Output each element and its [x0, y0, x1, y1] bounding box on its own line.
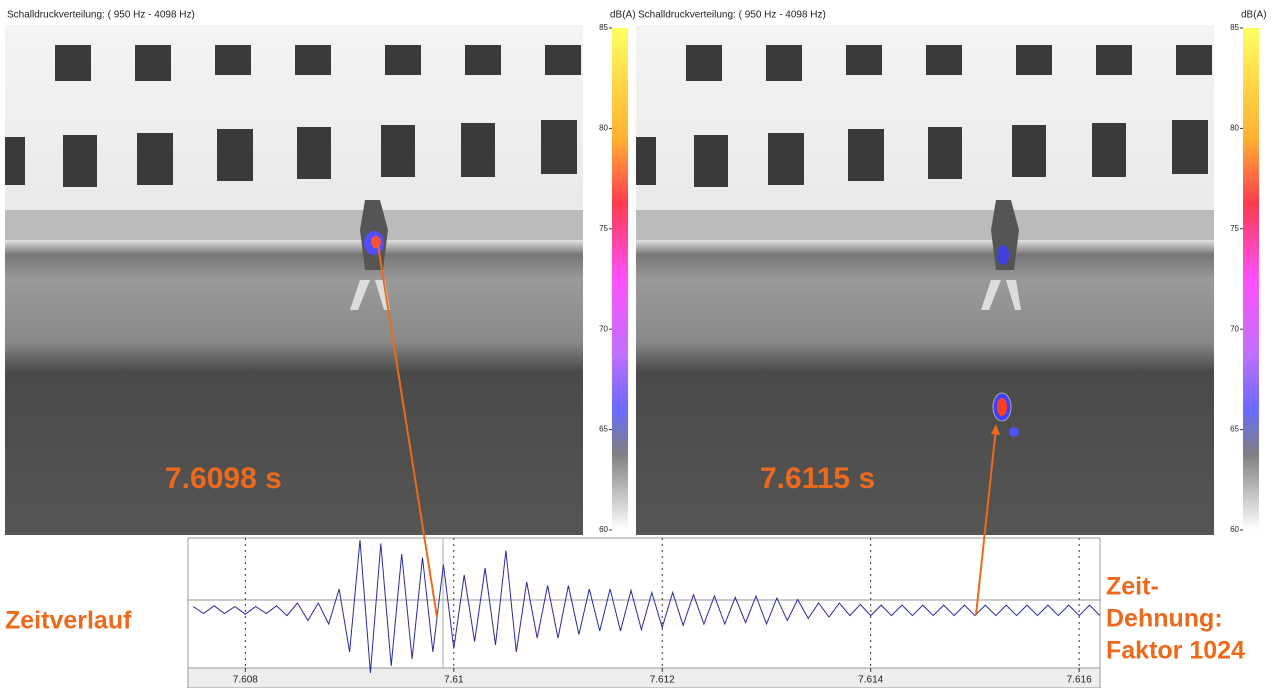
camera-image: [5, 25, 583, 535]
hotspot: [997, 398, 1007, 416]
screen: Schalldruckverteilung: ( 950 Hz - 4098 H…: [0, 0, 1279, 688]
hotspot: [371, 236, 381, 248]
hotspot: [997, 245, 1009, 265]
colorbar-tick-label: 65: [1230, 425, 1239, 434]
colorbar-tick-label: 60: [599, 525, 608, 534]
colorbar-tick-label: 65: [599, 425, 608, 434]
colorbar-tick-label: 70: [1230, 324, 1239, 333]
colorbar-tick-label: 75: [599, 224, 608, 233]
left-label: Zeitverlauf: [5, 607, 132, 635]
x-tick-label: 7.608: [233, 675, 258, 686]
x-tick-label: 7.612: [650, 675, 675, 686]
colorbar-tick-label: 60: [1230, 525, 1239, 534]
colorbar-tick-label: 85: [1230, 23, 1239, 32]
camera-image: [636, 25, 1214, 535]
x-tick-label: 7.61: [444, 675, 464, 686]
colorbar-tick-label: 80: [599, 124, 608, 133]
colorbar-tick-label: 85: [599, 23, 608, 32]
colorbar: [612, 28, 628, 530]
right-label: Zeit-: [1106, 573, 1159, 601]
right-label: Faktor 1024: [1106, 637, 1245, 665]
time-label: 7.6115 s: [760, 462, 875, 495]
colorbar-unit: dB(A): [1241, 10, 1267, 21]
colorbar: [1243, 28, 1259, 530]
time-label: 7.6098 s: [165, 462, 282, 495]
hotspot: [1009, 427, 1019, 437]
right-label: Dehnung:: [1106, 605, 1223, 633]
x-tick-label: 7.616: [1067, 675, 1092, 686]
colorbar-tick-label: 80: [1230, 124, 1239, 133]
panel-title: Schalldruckverteilung: ( 950 Hz - 4098 H…: [7, 10, 195, 21]
colorbar-tick-label: 70: [599, 324, 608, 333]
waveform-plot: [188, 538, 1100, 668]
time-axis: [188, 668, 1100, 688]
panel-title: Schalldruckverteilung: ( 950 Hz - 4098 H…: [638, 10, 826, 21]
colorbar-unit: dB(A): [610, 10, 636, 21]
x-tick-label: 7.614: [858, 675, 883, 686]
colorbar-tick-label: 75: [1230, 224, 1239, 233]
